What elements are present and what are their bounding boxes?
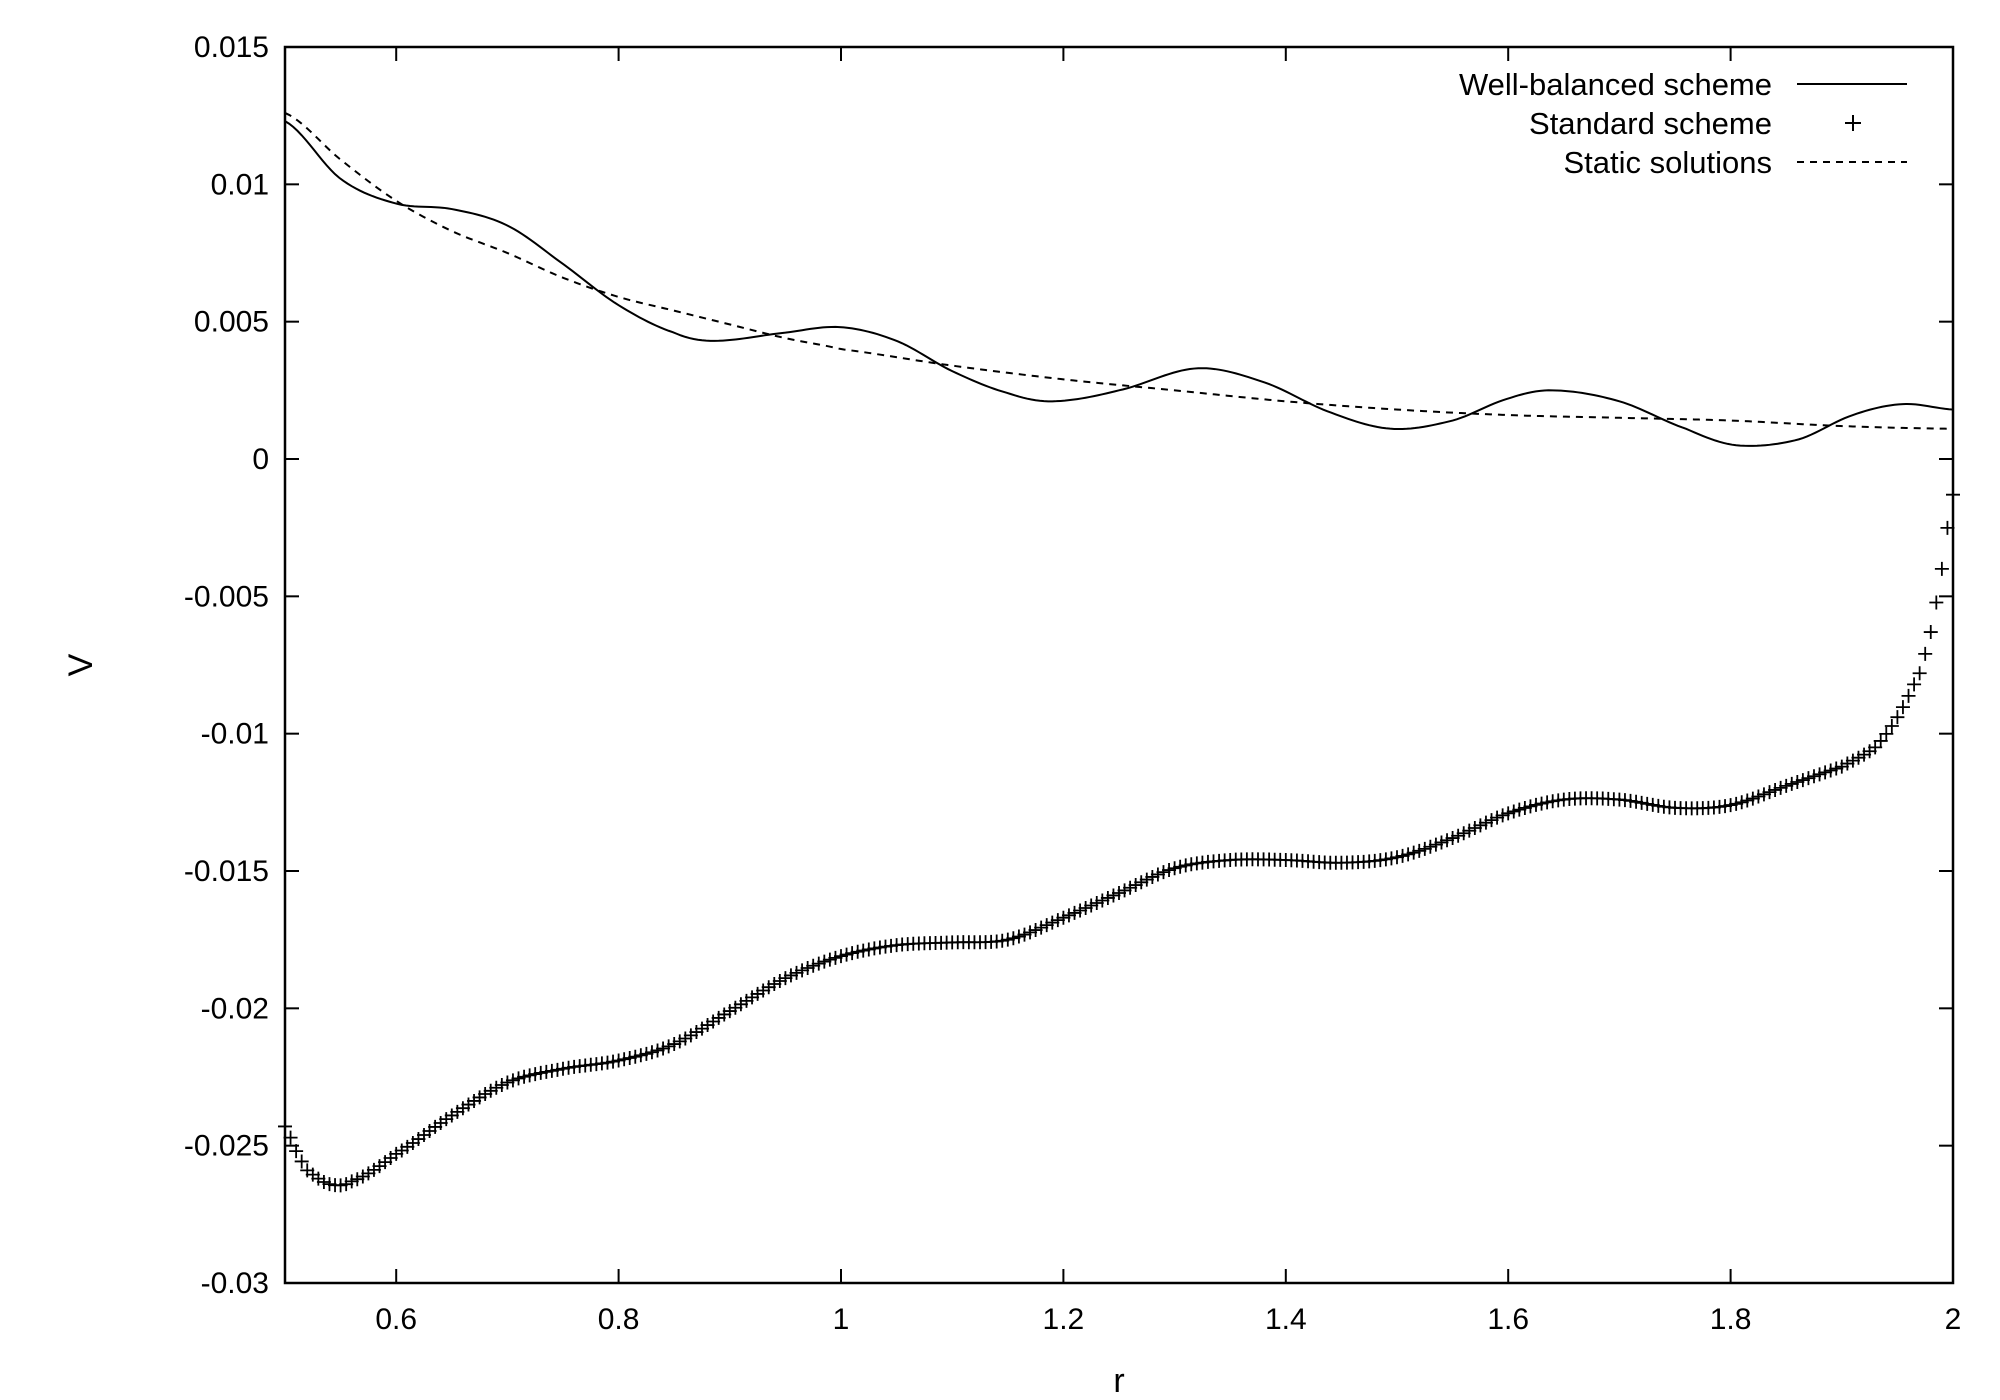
data-point-marker bbox=[1879, 726, 1894, 741]
data-point-marker bbox=[1923, 625, 1938, 640]
x-tick-label: 1.8 bbox=[1710, 1303, 1752, 1336]
x-axis-label: r bbox=[1113, 1362, 1124, 1400]
plot-frame bbox=[283, 45, 1955, 1285]
data-point-marker bbox=[1873, 733, 1888, 748]
y-tick-label: 0.015 bbox=[194, 31, 269, 64]
y-tick-label: -0.02 bbox=[201, 992, 269, 1025]
legend-marker-plus bbox=[1845, 115, 1861, 131]
data-point-marker bbox=[1890, 710, 1905, 725]
data-point-marker bbox=[278, 1119, 292, 1134]
y-tick-label: -0.005 bbox=[184, 580, 269, 613]
y-axis-ticks: 0.015 0.01 0.005 0 -0.005 -0.01 -0.015 -0.02 -0.… bbox=[184, 31, 1953, 1300]
y-tick-label: 0.01 bbox=[211, 168, 269, 201]
data-point-marker bbox=[1895, 700, 1910, 715]
data-point-marker bbox=[1901, 688, 1916, 703]
series-standard-scheme bbox=[278, 487, 1960, 1193]
data-point-marker bbox=[1912, 666, 1927, 681]
legend-label: Well-balanced scheme bbox=[1459, 67, 1772, 102]
y-tick-label: -0.01 bbox=[201, 718, 269, 751]
x-tick-label: 2 bbox=[1945, 1303, 1962, 1336]
y-axis-label: V bbox=[62, 653, 100, 676]
legend: Well-balanced scheme Standard scheme Stati… bbox=[1459, 67, 1907, 180]
series-well-balanced-scheme bbox=[284, 120, 1954, 447]
data-point-marker bbox=[283, 1130, 298, 1145]
y-tick-label: 0.005 bbox=[194, 306, 269, 339]
y-tick-label: -0.015 bbox=[184, 855, 269, 888]
data-point-marker bbox=[1940, 520, 1955, 535]
y-tick-label: -0.025 bbox=[184, 1130, 269, 1163]
data-point-marker bbox=[294, 1154, 309, 1169]
x-tick-label: 1.2 bbox=[1043, 1303, 1085, 1336]
legend-label: Static solutions bbox=[1564, 145, 1773, 180]
x-axis-ticks: 0.6 0.8 1 1.2 1.4 1.6 1.8 2 bbox=[375, 47, 1961, 1336]
x-tick-label: 0.6 bbox=[375, 1303, 417, 1336]
data-point-marker bbox=[289, 1144, 304, 1159]
data-point-marker bbox=[1918, 646, 1933, 661]
data-point-marker bbox=[1934, 561, 1949, 576]
data-point-marker bbox=[1929, 595, 1944, 610]
legend-label: Standard scheme bbox=[1529, 106, 1772, 141]
series-layer bbox=[278, 112, 1960, 1193]
data-point-marker bbox=[1884, 718, 1899, 733]
data-point-marker bbox=[1946, 487, 1960, 502]
x-tick-label: 0.8 bbox=[598, 1303, 640, 1336]
y-tick-label: 0 bbox=[252, 443, 269, 476]
x-tick-label: 1 bbox=[833, 1303, 850, 1336]
data-point-marker bbox=[1907, 677, 1922, 692]
y-tick-label: -0.03 bbox=[201, 1267, 269, 1300]
series-static-solutions bbox=[284, 112, 1954, 430]
x-tick-label: 1.4 bbox=[1265, 1303, 1307, 1336]
x-tick-label: 1.6 bbox=[1487, 1303, 1529, 1336]
